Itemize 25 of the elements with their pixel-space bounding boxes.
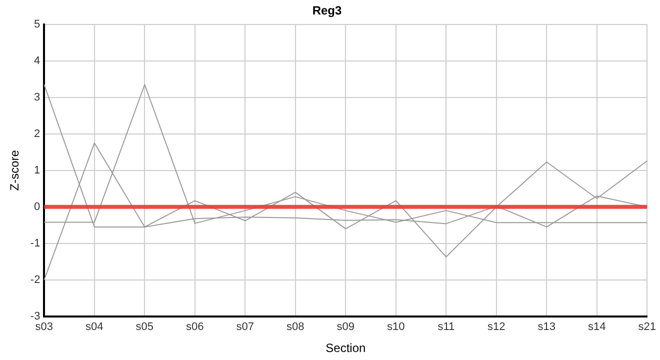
x-tick-label: s06 [186,321,204,334]
x-tick-label: s10 [387,321,405,334]
y-tick-label: -1 [30,237,40,250]
y-tick-label: 3 [34,91,40,104]
x-tick-label: s09 [336,321,355,334]
x-axis-title: Section [326,341,366,356]
y-tick-label: 2 [34,128,40,140]
x-tick-label: s07 [236,321,254,334]
x-tick-label: s04 [86,321,104,334]
x-tick-label: s05 [136,321,154,334]
chart-title: Reg3 [312,4,342,18]
x-tick-label: s13 [538,321,556,334]
y-tick-label: 1 [34,164,40,176]
x-tick-label: s08 [286,321,304,334]
y-axis-title: Z-score [8,150,22,191]
y-tick-label: 0 [34,200,40,213]
y-tick-label: 4 [34,54,40,67]
x-tick-label: s11 [438,321,455,334]
x-tick-label: s12 [488,321,506,334]
x-tick-label: s03 [35,321,54,334]
y-tick-label: 5 [34,18,40,30]
x-tick-label: s21 [638,321,656,334]
y-tick-label: -3 [30,310,40,322]
y-tick-label: -2 [30,274,40,286]
x-tick-label: s14 [588,321,606,334]
